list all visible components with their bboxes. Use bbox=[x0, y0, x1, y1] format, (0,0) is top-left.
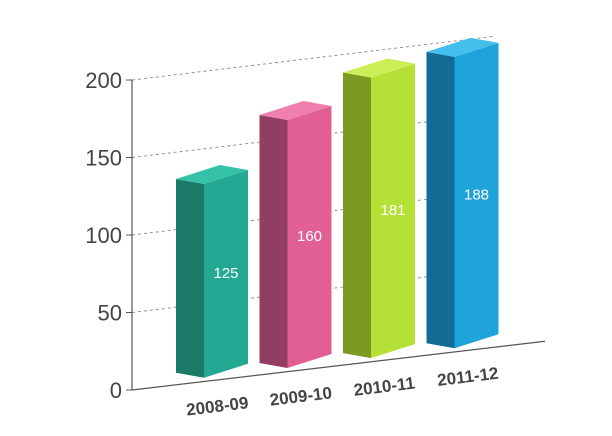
y-tick-label: 150 bbox=[85, 146, 122, 171]
bar-side bbox=[259, 114, 288, 368]
bar-side bbox=[426, 51, 455, 349]
bar-2010-11: 181 bbox=[343, 58, 415, 359]
bar-side bbox=[176, 179, 204, 378]
x-tick-label: 2009-10 bbox=[269, 383, 333, 409]
bar-front bbox=[204, 170, 248, 378]
bar-top bbox=[426, 37, 499, 57]
y-tick-label: 200 bbox=[85, 68, 122, 93]
data-label: 125 bbox=[213, 265, 238, 282]
bar-2011-12: 188 bbox=[426, 37, 499, 349]
y-axis-ticks: 0 50 100 150 200 bbox=[85, 68, 132, 403]
bar-top bbox=[259, 100, 332, 120]
x-tick-label: 2010-11 bbox=[353, 374, 416, 400]
bar-2008-09: 125 bbox=[176, 165, 248, 378]
bar-front bbox=[454, 42, 499, 349]
bar-side bbox=[343, 72, 371, 359]
bar-front bbox=[287, 105, 332, 368]
y-tick-label: 100 bbox=[85, 223, 122, 248]
y-tick-label: 50 bbox=[98, 301, 122, 326]
bar-top bbox=[343, 58, 415, 78]
bar-top bbox=[176, 165, 248, 185]
bar-2009-10: 160 bbox=[259, 100, 332, 368]
data-label: 160 bbox=[297, 228, 322, 245]
x-axis-line bbox=[131, 340, 546, 391]
x-tick-label: 2011-12 bbox=[436, 364, 499, 390]
x-tick-label: 2008-09 bbox=[185, 393, 249, 419]
data-label: 181 bbox=[380, 202, 405, 219]
bars: 125 160 181 188 bbox=[176, 37, 499, 378]
data-label: 188 bbox=[464, 187, 489, 204]
gridline bbox=[131, 35, 496, 81]
y-tick-label: 0 bbox=[110, 378, 122, 403]
bar-front bbox=[371, 63, 415, 359]
x-axis-ticks: 2008-09 2009-10 2010-11 2011-12 bbox=[185, 364, 499, 420]
